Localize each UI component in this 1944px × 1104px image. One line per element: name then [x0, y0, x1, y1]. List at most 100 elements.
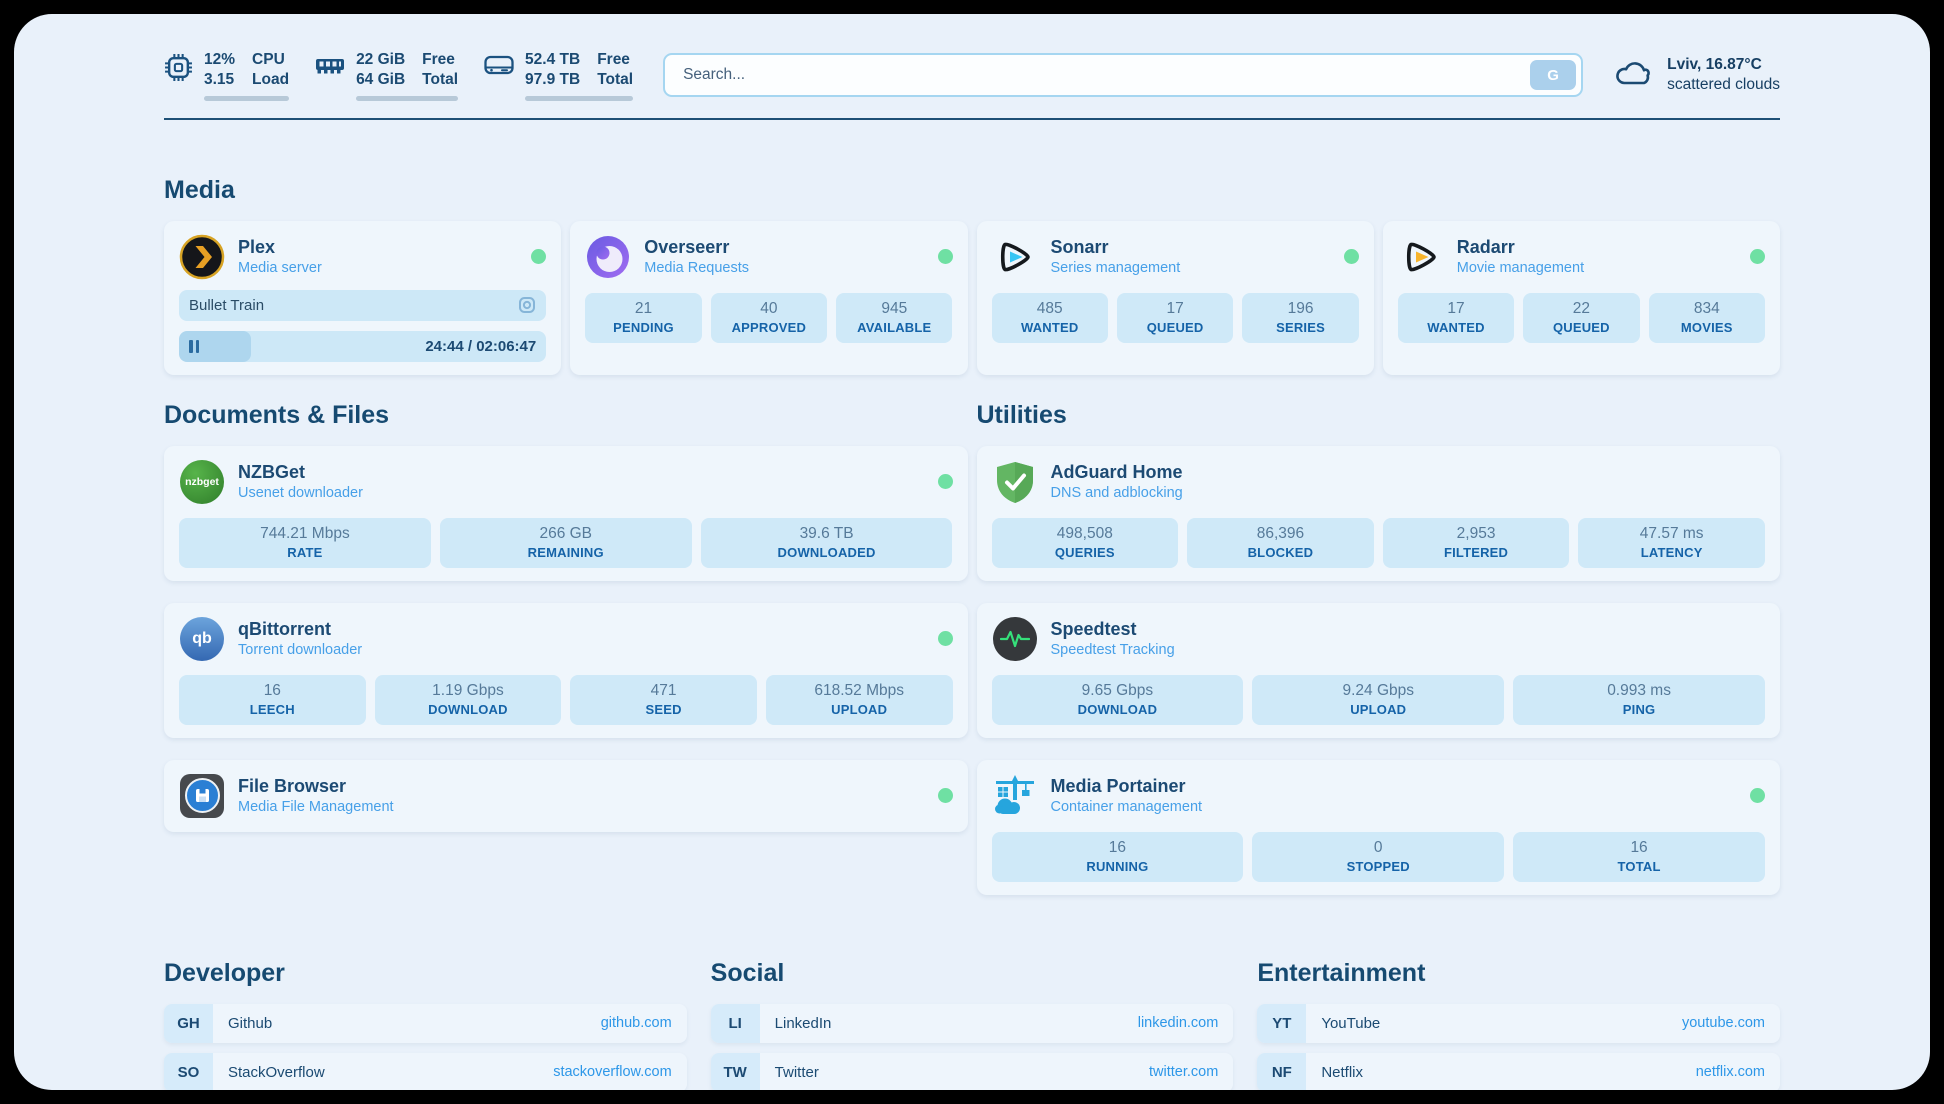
- portainer-status-dot: [1750, 788, 1765, 804]
- radarr-subtitle: Movie management: [1456, 260, 1585, 277]
- developer-links-column: Developer GH Github github.com SO StackO…: [164, 959, 687, 1090]
- radarr-card[interactable]: Radarr Movie management 17 WANTED 22 QUEUE…: [1382, 220, 1780, 375]
- cpu-load-label: Load: [252, 71, 290, 89]
- disk-total-label: Total: [597, 71, 634, 89]
- radarr-icon: [1398, 234, 1444, 280]
- cpu-load-value: 3.15: [204, 71, 235, 89]
- pause-icon[interactable]: [189, 339, 199, 353]
- link-youtube[interactable]: YT YouTube youtube.com: [1257, 1003, 1780, 1043]
- weather-widget: Lviv, 16.87°C scattered clouds: [1613, 55, 1780, 95]
- overseerr-status-dot: [937, 249, 953, 265]
- link-netflix[interactable]: NF Netflix netflix.com: [1257, 1052, 1780, 1090]
- nzbget-card[interactable]: nzbget NZBGet Usenet downloader 744.21 M…: [164, 445, 968, 581]
- plex-title: Plex: [238, 237, 276, 258]
- link-linkedin[interactable]: LI LinkedIn linkedin.com: [710, 1003, 1234, 1043]
- linkedin-url[interactable]: linkedin.com: [1137, 1015, 1219, 1032]
- entertainment-links-column: Entertainment YT YouTube youtube.com NF …: [1257, 959, 1780, 1090]
- plex-icon: [179, 234, 225, 280]
- speedtest-stat-download: 9.65 Gbps DOWNLOAD: [991, 674, 1244, 725]
- adguard-title: AdGuard Home: [1050, 462, 1183, 483]
- speedtest-title: Speedtest: [1050, 619, 1137, 640]
- filebrowser-icon: [179, 773, 225, 819]
- youtube-badge: YT: [1257, 1003, 1307, 1043]
- adguard-card[interactable]: AdGuard Home DNS and adblocking 498,508 Q…: [976, 445, 1780, 581]
- speedtest-card[interactable]: Speedtest Speedtest Tracking 9.65 Gbps DO…: [976, 602, 1780, 738]
- link-github[interactable]: GH Github github.com: [164, 1003, 687, 1043]
- memory-free-value: 22 GiB: [356, 51, 406, 68]
- memory-total-value: 64 GiB: [356, 71, 406, 89]
- linkedin-name: LinkedIn: [774, 1014, 832, 1032]
- link-stackoverflow[interactable]: SO StackOverflow stackoverflow.com: [164, 1052, 687, 1090]
- plex-status-dot: [531, 249, 547, 265]
- sonarr-card[interactable]: Sonarr Series management 485 WANTED 17 QUE…: [976, 220, 1374, 375]
- overseerr-stat-pending: 21 PENDING: [585, 292, 702, 343]
- speedtest-icon: [992, 616, 1038, 662]
- qbittorrent-title: qBittorrent: [238, 619, 331, 640]
- media-section-heading: Media: [164, 175, 235, 204]
- youtube-url[interactable]: youtube.com: [1681, 1015, 1765, 1032]
- developer-section-heading: Developer: [164, 958, 285, 987]
- documents-column: Documents & Files nzbget NZBGet Usenet d…: [164, 401, 968, 832]
- disk-free-label: Free: [597, 51, 630, 68]
- portainer-subtitle: Container management: [1050, 799, 1203, 816]
- qbittorrent-stat-upload: 618.52 Mbps UPLOAD: [765, 674, 953, 725]
- radarr-stat-queued: 22 QUEUED: [1523, 292, 1640, 343]
- sonarr-title: Sonarr: [1050, 237, 1109, 258]
- twitter-url[interactable]: twitter.com: [1149, 1064, 1219, 1081]
- plex-playback-time: 24:44 / 02:06:47: [425, 337, 537, 355]
- overseerr-stat-available: 945 AVAILABLE: [836, 292, 953, 343]
- filebrowser-card[interactable]: File Browser Media File Management: [164, 759, 968, 832]
- adguard-stat-filtered: 2,953 FILTERED: [1382, 517, 1570, 568]
- netflix-name: Netflix: [1321, 1063, 1364, 1081]
- netflix-badge: NF: [1257, 1052, 1307, 1090]
- filebrowser-status-dot: [937, 788, 953, 804]
- media-grid: Plex Media server Bullet Train 24:44 / 0…: [164, 220, 1780, 375]
- overseerr-card[interactable]: Overseerr Media Requests 21 PENDING 40 APP…: [570, 220, 968, 375]
- stackoverflow-url[interactable]: stackoverflow.com: [553, 1064, 672, 1081]
- overseerr-title: Overseerr: [644, 237, 730, 258]
- memory-free-label: Free: [422, 51, 455, 68]
- cloud-icon: [1613, 58, 1655, 93]
- radarr-status-dot: [1750, 249, 1765, 265]
- cpu-progress-bar: [204, 95, 290, 101]
- disk-stat: 52.4 TB 97.9 TB Free Total: [484, 50, 634, 101]
- weather-condition: scattered clouds: [1667, 76, 1780, 94]
- utilities-section-heading: Utilities: [976, 400, 1067, 429]
- linkedin-badge: LI: [710, 1003, 760, 1043]
- cpu-stat: 12% 3.15 CPU Load: [164, 50, 290, 101]
- weather-location-temp: Lviv, 16.87°C: [1667, 56, 1762, 74]
- cpu-label: CPU: [252, 51, 285, 68]
- sonarr-stat-wanted: 485 WANTED: [991, 292, 1108, 343]
- qbittorrent-icon: qb: [179, 616, 225, 662]
- dashboard-page: 12% 3.15 CPU Load 22 GiB 64 GiB Free Total: [14, 14, 1930, 1090]
- disk-free-value: 52.4 TB: [525, 51, 581, 68]
- link-twitter[interactable]: TW Twitter twitter.com: [710, 1052, 1234, 1090]
- entertainment-section-heading: Entertainment: [1257, 958, 1426, 987]
- plex-progress-bar: 24:44 / 02:06:47: [179, 330, 547, 362]
- settings-icon[interactable]: [518, 296, 536, 314]
- search-bar[interactable]: G: [663, 53, 1584, 98]
- cpu-icon: [164, 53, 193, 87]
- utilities-column: Utilities AdGuard Home DNS and adblockin…: [976, 400, 1780, 895]
- search-engine-button[interactable]: G: [1530, 60, 1577, 91]
- github-name: Github: [228, 1014, 273, 1032]
- social-links-column: Social LI LinkedIn linkedin.com TW Twitt…: [710, 959, 1234, 1090]
- sonarr-stat-queued: 17 QUEUED: [1116, 292, 1234, 343]
- portainer-card[interactable]: Media Portainer Container management 16 R…: [976, 759, 1780, 895]
- github-url[interactable]: github.com: [600, 1015, 672, 1032]
- overseerr-stat-approved: 40 APPROVED: [710, 292, 828, 343]
- search-input[interactable]: [681, 65, 1531, 86]
- adguard-subtitle: DNS and adblocking: [1050, 485, 1183, 502]
- memory-total-label: Total: [422, 71, 459, 89]
- radarr-stat-movies: 834 MOVIES: [1648, 292, 1765, 343]
- portainer-icon: [992, 773, 1038, 819]
- plex-card[interactable]: Plex Media server Bullet Train 24:44 / 0…: [164, 220, 562, 375]
- overseerr-icon: [585, 234, 631, 280]
- sonarr-stat-series: 196 SERIES: [1242, 292, 1359, 343]
- plex-now-playing-title: Bullet Train: [189, 296, 265, 314]
- filebrowser-subtitle: Media File Management: [238, 799, 394, 816]
- filebrowser-title: File Browser: [238, 776, 347, 797]
- qbittorrent-card[interactable]: qb qBittorrent Torrent downloader 16 LEEC…: [164, 602, 968, 738]
- netflix-url[interactable]: netflix.com: [1695, 1064, 1765, 1081]
- adguard-stat-latency: 47.57 ms LATENCY: [1578, 517, 1765, 568]
